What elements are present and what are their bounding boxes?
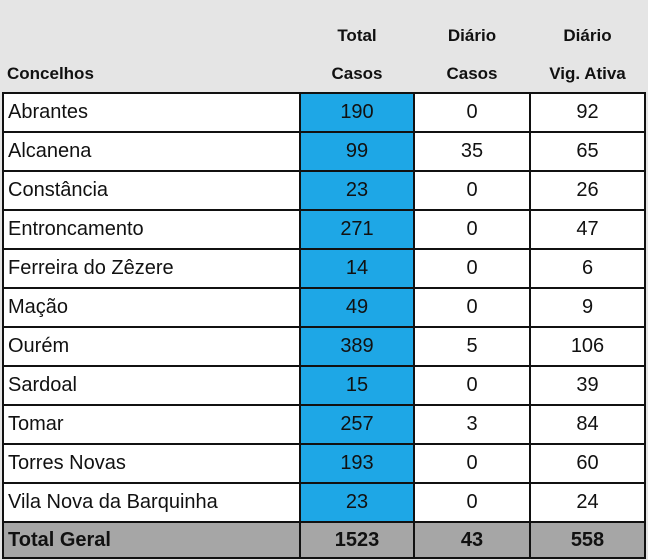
table-row: Torres Novas 193 0 60 <box>2 443 646 484</box>
diario-casos-cell: 0 <box>413 170 531 211</box>
concelho-cell: Tomar <box>2 404 301 445</box>
vig-ativa-cell: 65 <box>529 131 646 172</box>
total-casos-cell: 49 <box>299 287 415 328</box>
table-row: Alcanena 99 35 65 <box>2 131 646 172</box>
diario-casos-cell: 0 <box>413 248 531 289</box>
total-casos-cell: 99 <box>299 131 415 172</box>
total-row: Total Geral 1523 43 558 <box>2 521 646 559</box>
header-concelhos: Concelhos <box>7 64 94 83</box>
header-diario-vig: Diário <box>563 26 612 45</box>
total-casos: 1523 <box>299 521 415 559</box>
header-diario-casos: Casos <box>446 64 498 83</box>
vig-ativa-cell: 6 <box>529 248 646 289</box>
header-concelhos-top <box>3 16 300 56</box>
total-casos-cell: 15 <box>299 365 415 406</box>
vig-ativa-cell: 39 <box>529 365 646 406</box>
vig-ativa-cell: 47 <box>529 209 646 250</box>
vig-ativa-cell: 60 <box>529 443 646 484</box>
table-body: Abrantes 190 0 92 Alcanena 99 35 65 Constância 23… <box>2 92 646 523</box>
diario-casos-cell: 0 <box>413 365 531 406</box>
concelho-cell: Torres Novas <box>2 443 301 484</box>
concelho-cell: Vila Nova da Barquinha <box>2 482 301 523</box>
table-row: Vila Nova da Barquinha 23 0 24 <box>2 482 646 523</box>
header-row-1: Total Diário Diário <box>3 16 645 56</box>
vig-ativa-cell: 84 <box>529 404 646 445</box>
table-row: Constância 23 0 26 <box>2 170 646 211</box>
table-row: Ourém 389 5 106 <box>2 326 646 367</box>
diario-casos-cell: 0 <box>413 443 531 484</box>
diario-casos-cell: 35 <box>413 131 531 172</box>
header-vig-ativa: Vig. Ativa <box>549 64 626 83</box>
table-row: Entroncamento 271 0 47 <box>2 209 646 250</box>
diario-casos-cell: 0 <box>413 482 531 523</box>
concelho-cell: Mação <box>2 287 301 328</box>
total-vig: 558 <box>529 521 646 559</box>
diario-casos-cell: 3 <box>413 404 531 445</box>
vig-ativa-cell: 9 <box>529 287 646 328</box>
total-diario: 43 <box>413 521 531 559</box>
table-row: Tomar 257 3 84 <box>2 404 646 445</box>
diario-casos-cell: 5 <box>413 326 531 367</box>
total-label: Total Geral <box>2 521 301 559</box>
total-casos-cell: 190 <box>299 92 415 133</box>
table-row: Abrantes 190 0 92 <box>2 92 646 133</box>
total-casos-cell: 23 <box>299 170 415 211</box>
header-casos: Casos <box>331 64 383 83</box>
header-diario: Diário <box>447 26 497 45</box>
total-casos-cell: 271 <box>299 209 415 250</box>
diario-casos-cell: 0 <box>413 209 531 250</box>
total-casos-cell: 389 <box>299 326 415 367</box>
cases-table: Total Diário Diário Concelhos Casos Caso… <box>2 16 646 559</box>
header-total: Total <box>337 26 377 45</box>
vig-ativa-cell: 92 <box>529 92 646 133</box>
total-casos-cell: 193 <box>299 443 415 484</box>
concelho-cell: Constância <box>2 170 301 211</box>
total-casos-cell: 23 <box>299 482 415 523</box>
table-row: Ferreira do Zêzere 14 0 6 <box>2 248 646 289</box>
vig-ativa-cell: 24 <box>529 482 646 523</box>
concelho-cell: Alcanena <box>2 131 301 172</box>
diario-casos-cell: 0 <box>413 92 531 133</box>
vig-ativa-cell: 106 <box>529 326 646 367</box>
concelho-cell: Abrantes <box>2 92 301 133</box>
concelho-cell: Ourém <box>2 326 301 367</box>
vig-ativa-cell: 26 <box>529 170 646 211</box>
header-row-2: Concelhos Casos Casos Vig. Ativa <box>3 56 645 93</box>
concelho-cell: Sardoal <box>2 365 301 406</box>
concelho-cell: Ferreira do Zêzere <box>2 248 301 289</box>
table-row: Sardoal 15 0 39 <box>2 365 646 406</box>
diario-casos-cell: 0 <box>413 287 531 328</box>
total-casos-cell: 257 <box>299 404 415 445</box>
total-casos-cell: 14 <box>299 248 415 289</box>
table-row: Mação 49 0 9 <box>2 287 646 328</box>
concelho-cell: Entroncamento <box>2 209 301 250</box>
